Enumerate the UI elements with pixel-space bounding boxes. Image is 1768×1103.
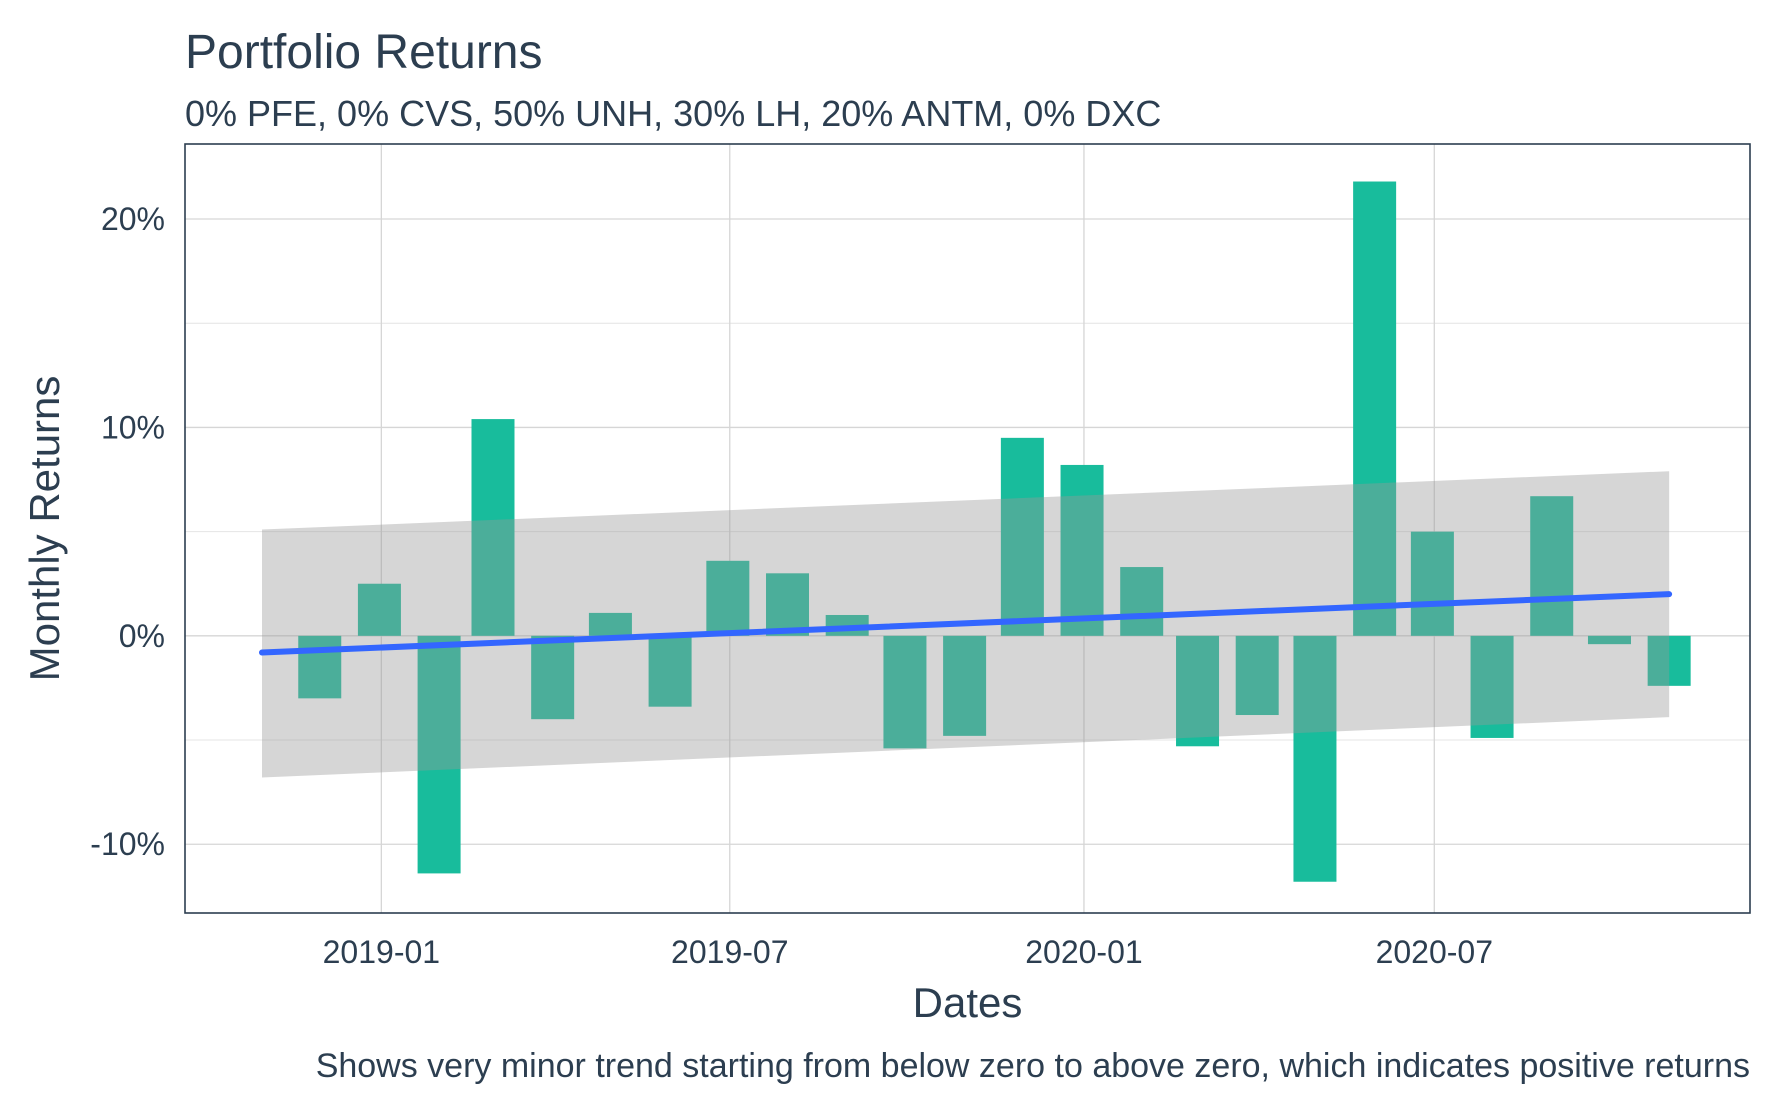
bar [1120, 567, 1164, 636]
bars [298, 181, 1691, 882]
bar [298, 635, 342, 699]
y-axis-title: Monthly Returns [21, 376, 68, 682]
x-tick-labels: 2019-01 2019-07 2020-01 2020-07 [323, 934, 1493, 970]
bar [943, 635, 987, 736]
bar [1060, 464, 1104, 636]
x-axis-title: Dates [913, 979, 1023, 1026]
bar [1647, 635, 1691, 686]
bar [1530, 496, 1574, 636]
y-tick-label: -10% [90, 826, 165, 862]
bar [766, 573, 810, 636]
bar [531, 635, 575, 720]
bar [1470, 635, 1514, 738]
bar [1000, 437, 1044, 636]
x-tick-label: 2020-01 [1025, 934, 1142, 970]
bar [1587, 635, 1631, 645]
y-tick-label: 20% [101, 201, 165, 237]
trend-line-path [258, 591, 1673, 656]
bar [706, 560, 750, 636]
bar [417, 635, 461, 874]
bar [1176, 635, 1220, 747]
bar [1410, 531, 1454, 636]
chart-caption: Shows very minor trend starting from bel… [316, 1047, 1750, 1085]
bar [357, 583, 401, 636]
x-tick-label: 2019-01 [323, 934, 440, 970]
y-tick-labels: -10% 0% 10% 20% [90, 201, 165, 862]
x-tick-label: 2020-07 [1376, 934, 1493, 970]
x-tick-label: 2019-07 [671, 934, 788, 970]
trend-line [258, 591, 1673, 656]
bar [588, 612, 632, 636]
chart-title: Portfolio Returns [185, 26, 543, 79]
bar [883, 635, 927, 749]
chart-subtitle: 0% PFE, 0% CVS, 50% UNH, 30% LH, 20% ANT… [185, 93, 1161, 134]
bar [1353, 181, 1397, 636]
bar [1235, 635, 1279, 716]
bar [1293, 635, 1337, 882]
panel-border [184, 143, 1751, 914]
bar [471, 419, 515, 636]
y-tick-label: 10% [101, 409, 165, 445]
bar [648, 635, 692, 707]
y-tick-label: 0% [119, 618, 165, 654]
